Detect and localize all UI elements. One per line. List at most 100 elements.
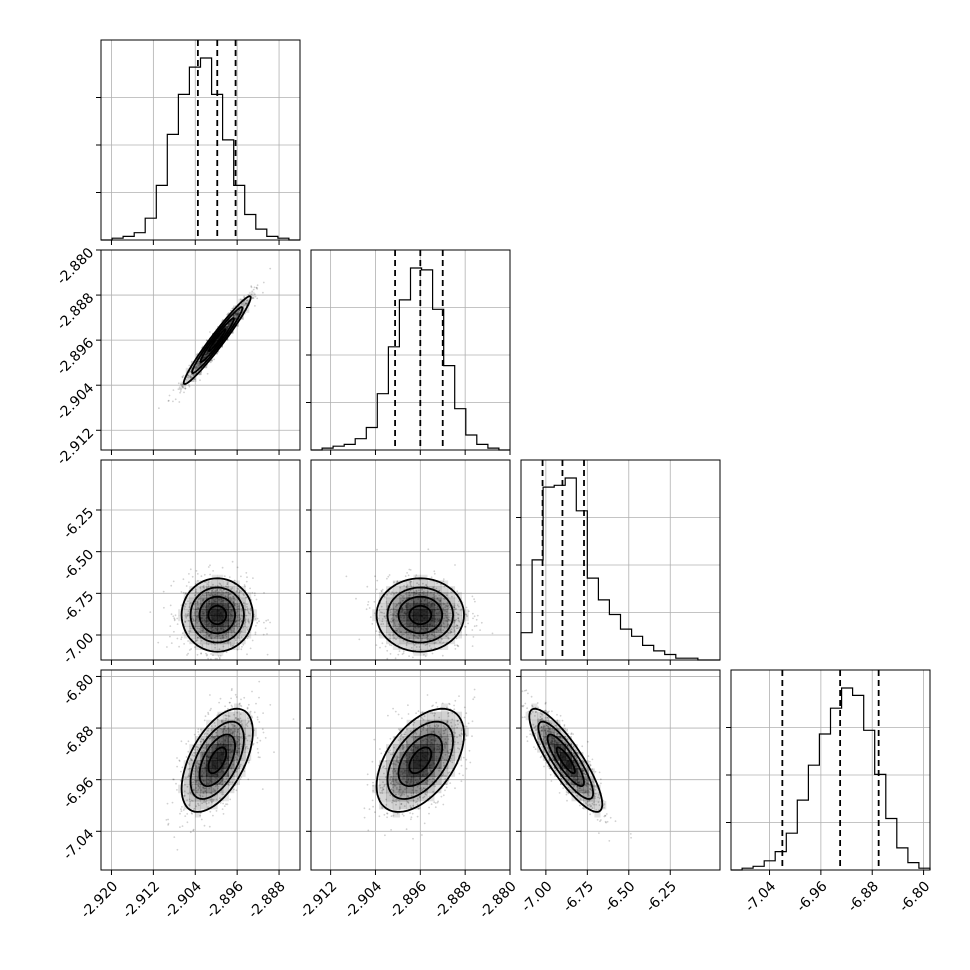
- sample-point: [237, 718, 240, 720]
- sample-point: [460, 764, 463, 767]
- density-cell: [217, 752, 224, 761]
- sample-point: [177, 382, 180, 385]
- sample-point: [420, 787, 422, 789]
- histogram-1: [311, 267, 510, 451]
- sample-point: [207, 585, 210, 587]
- sample-point: [446, 720, 449, 722]
- sample-point: [372, 781, 374, 784]
- sample-point: [262, 712, 264, 714]
- sample-point: [400, 794, 402, 797]
- sample-point: [192, 773, 195, 775]
- sample-point: [381, 792, 384, 794]
- sample-point: [244, 747, 247, 750]
- density-cell: [434, 603, 442, 610]
- sample-point: [211, 798, 214, 801]
- sample-point: [212, 570, 215, 572]
- density-cell: [413, 580, 421, 587]
- density-cell: [189, 752, 196, 761]
- density-cell: [234, 592, 240, 599]
- sample-point: [446, 620, 449, 623]
- sample-point: [192, 374, 195, 377]
- density-cell: [217, 760, 224, 769]
- sample-point: [399, 601, 402, 604]
- sample-point: [475, 624, 478, 627]
- density-cell: [201, 354, 208, 362]
- sample-point: [386, 577, 388, 580]
- density-cell: [206, 752, 213, 761]
- sample-point: [230, 767, 233, 770]
- density-cell: [413, 597, 421, 604]
- sample-point: [379, 646, 381, 649]
- sample-point: [415, 733, 418, 735]
- contour-line: [208, 328, 227, 352]
- sample-point: [413, 634, 416, 637]
- sample-point: [230, 704, 233, 707]
- density-cell: [183, 620, 190, 627]
- sample-point: [395, 763, 397, 766]
- sample-point: [391, 779, 394, 781]
- sample-point: [228, 715, 231, 718]
- sample-point: [202, 584, 205, 587]
- sample-point: [236, 734, 238, 737]
- sample-point: [435, 631, 438, 634]
- sample-point: [238, 605, 240, 608]
- sample-point: [197, 779, 200, 782]
- sample-point: [401, 744, 404, 747]
- sample-point: [195, 590, 198, 593]
- density-cell: [239, 615, 246, 622]
- sample-point: [228, 701, 231, 704]
- sample-point: [226, 641, 229, 644]
- sample-point: [244, 733, 247, 736]
- density-cell: [211, 776, 218, 785]
- sample-point: [447, 711, 450, 714]
- sample-point: [246, 607, 249, 610]
- density-cell: [183, 603, 190, 610]
- sample-point: [255, 598, 258, 601]
- sample-point: [207, 711, 210, 714]
- sample-point: [259, 739, 262, 742]
- sample-point: [191, 375, 193, 378]
- sample-point: [221, 720, 223, 723]
- sample-point: [232, 601, 235, 604]
- sample-point: [391, 591, 393, 593]
- sample-point: [199, 379, 201, 382]
- sample-point: [232, 596, 235, 598]
- sample-point: [231, 645, 234, 648]
- sample-point: [223, 725, 226, 728]
- sample-point: [246, 603, 248, 606]
- density-cell: [222, 792, 229, 802]
- sample-point: [441, 642, 444, 644]
- sample-point: [376, 548, 378, 551]
- sample-point: [417, 636, 419, 639]
- sample-point: [374, 575, 376, 578]
- sample-point: [200, 639, 203, 642]
- sample-point: [252, 288, 255, 291]
- sample-point: [228, 784, 231, 787]
- sample-point: [393, 783, 395, 786]
- sample-point: [378, 631, 381, 633]
- sample-point: [207, 566, 210, 568]
- sample-point: [466, 615, 468, 618]
- density-cell: [434, 632, 442, 639]
- sample-point: [236, 642, 239, 644]
- sample-point: [240, 620, 243, 622]
- sample-point: [474, 600, 476, 603]
- sample-point: [413, 644, 416, 647]
- sample-point: [170, 642, 173, 644]
- sample-point: [397, 790, 400, 793]
- sample-point: [263, 592, 265, 594]
- sample-point: [456, 604, 459, 607]
- sample-point: [202, 738, 205, 741]
- sample-point: [190, 792, 192, 795]
- sample-point: [407, 801, 409, 804]
- sample-point: [393, 621, 396, 624]
- sample-point: [256, 617, 259, 620]
- sample-point: [239, 778, 242, 780]
- sample-point: [211, 590, 213, 592]
- density-cell: [392, 626, 401, 633]
- sample-point: [230, 593, 232, 595]
- sample-point: [371, 623, 374, 625]
- sample-point: [410, 632, 412, 635]
- sample-point: [387, 575, 390, 578]
- sample-point: [432, 730, 435, 732]
